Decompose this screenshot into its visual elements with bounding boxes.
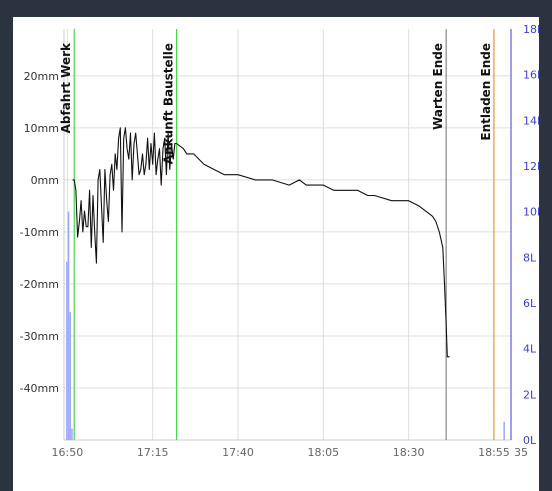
- x-tick-label: 18:55: [478, 446, 510, 459]
- marker-label: Entladen Ende: [479, 43, 493, 141]
- marker-label: Ankunft Baustelle: [162, 43, 176, 164]
- right-tick-label: 0L: [523, 434, 537, 447]
- volume-bars: [66, 211, 505, 440]
- right-tick-label: 8L: [523, 251, 537, 264]
- left-tick-label: 20mm: [24, 70, 59, 83]
- right-tick-label: 4L: [523, 343, 537, 356]
- x-tick-label: 16:50: [52, 446, 84, 459]
- x-tick-label: 18:05: [307, 446, 339, 459]
- event-markers: Abfahrt Werk Ankunft Baustelle Warten Ende…: [59, 29, 495, 440]
- right-tick-label: 6L: [523, 297, 537, 310]
- right-tick-label: 12L: [523, 160, 539, 173]
- series-lines: [72, 127, 450, 358]
- right-tick-label: 14L: [523, 114, 539, 127]
- marker-label: Abfahrt Werk: [59, 42, 73, 133]
- left-tick-label: -10mm: [20, 226, 59, 239]
- left-tick-label: 10mm: [24, 122, 59, 135]
- marker-label: Warten Ende: [431, 43, 445, 130]
- left-axis-ticks: 20mm 10mm 0mm -10mm -20mm -30mm -40mm: [20, 70, 59, 395]
- right-axis-ticks: 18L 16L 14L 12L 10L 8L 6L 4L 2L 0L: [523, 23, 539, 447]
- chart: Abfahrt Werk Ankunft Baustelle Warten Ende…: [20, 23, 539, 459]
- left-tick-label: -40mm: [20, 382, 59, 395]
- right-tick-label: 10L: [523, 206, 539, 219]
- chart-frame: Abfahrt Werk Ankunft Baustelle Warten Ende…: [13, 17, 539, 491]
- horizontal-gridlines: [63, 29, 512, 441]
- x-tick-label: 17:15: [137, 446, 169, 459]
- right-tick-label: 18L: [523, 23, 539, 36]
- left-tick-label: -30mm: [20, 330, 59, 343]
- x-tick-label: 18:30: [393, 446, 425, 459]
- x-tick-label: 17:40: [222, 446, 254, 459]
- slump-line: [72, 127, 450, 358]
- right-tick-label: 16L: [523, 69, 539, 82]
- x-tick-label-extra: 35: [514, 446, 528, 459]
- left-tick-label: -20mm: [20, 278, 59, 291]
- x-axis-ticks: 16:50 17:15 17:40 18:05 18:30 18:55 35: [52, 446, 528, 459]
- right-tick-label: 2L: [523, 388, 537, 401]
- vertical-gridlines: [66, 29, 495, 440]
- left-tick-label: 0mm: [31, 174, 59, 187]
